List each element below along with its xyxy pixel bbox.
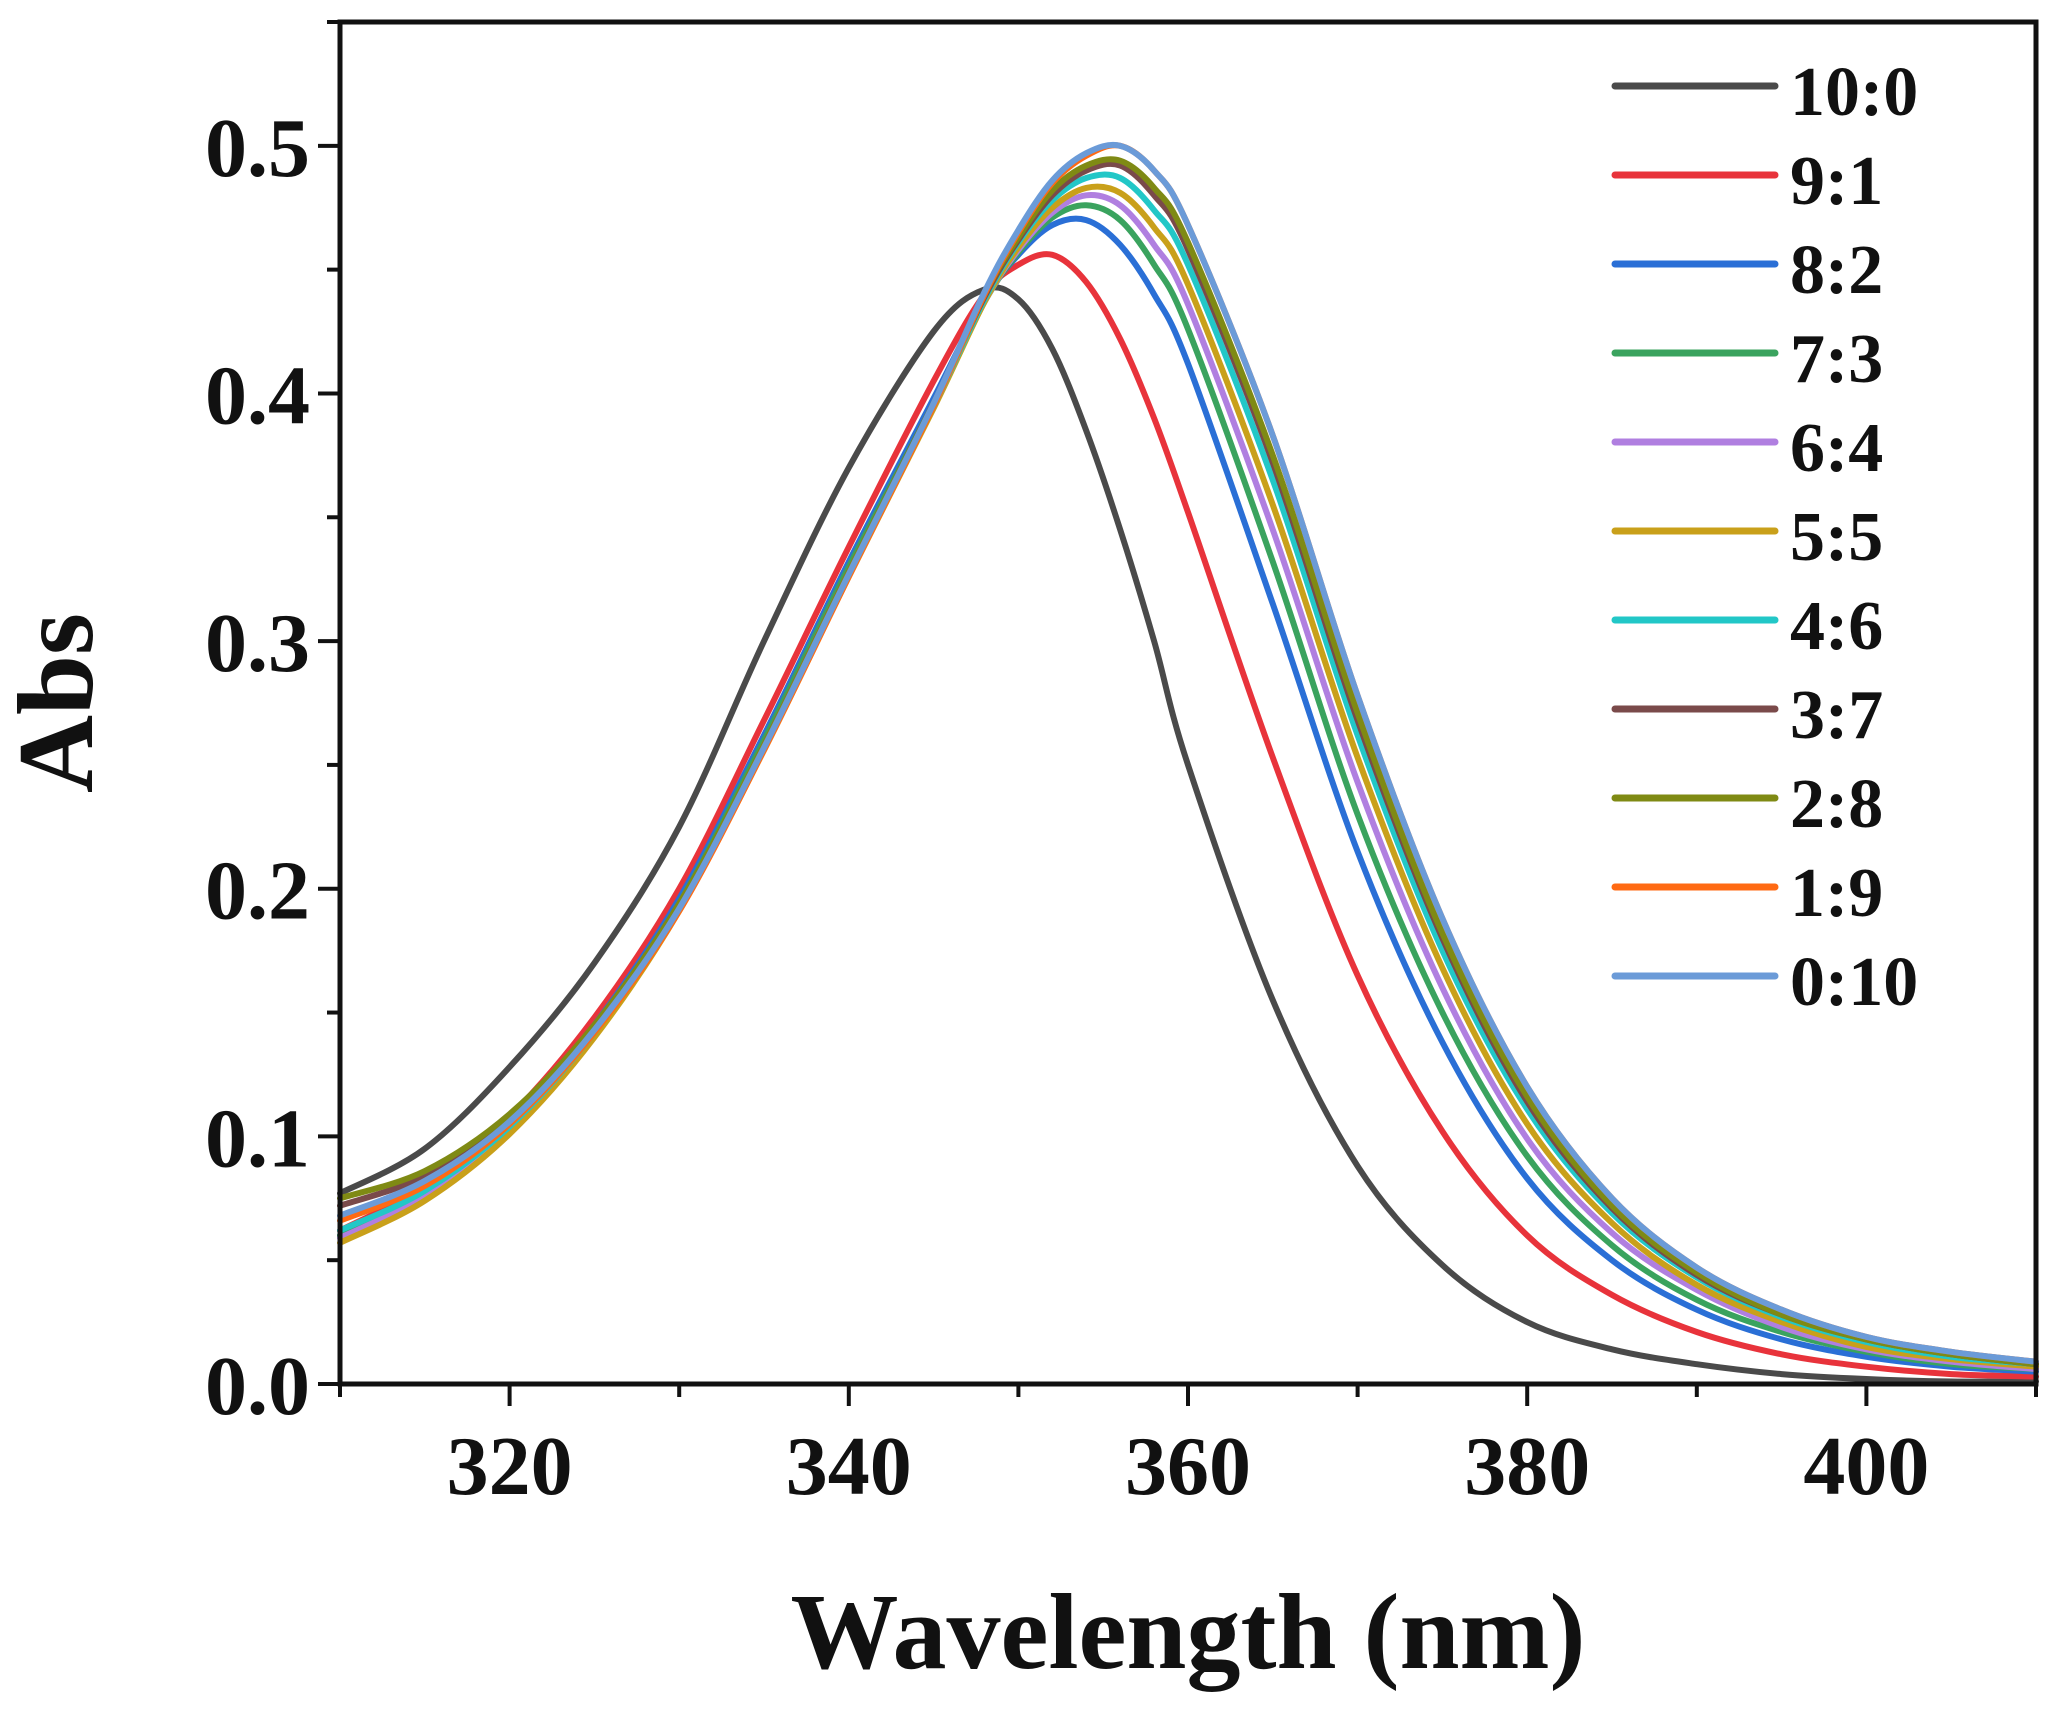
legend-label-0-10: 0:10 <box>1790 944 1918 1021</box>
legend-label-3-7: 3:7 <box>1790 677 1883 754</box>
x-tick-label: 340 <box>786 1420 912 1513</box>
legend-label-2-8: 2:8 <box>1790 766 1883 843</box>
y-axis-label: Abs <box>0 613 116 793</box>
y-tick-label: 0.3 <box>205 597 310 690</box>
series-line-9-1 <box>337 251 2039 1380</box>
y-tick-label: 0.0 <box>205 1340 310 1433</box>
y-tick-label: 0.2 <box>205 845 310 938</box>
legend-label-10-0: 10:0 <box>1790 54 1918 131</box>
series-line-10-0 <box>337 284 2039 1385</box>
x-tick-label: 320 <box>447 1420 573 1513</box>
x-tick-label: 380 <box>1464 1420 1590 1513</box>
legend-label-6-4: 6:4 <box>1790 410 1883 487</box>
y-tick-label: 0.4 <box>205 349 310 442</box>
legend-label-7-3: 7:3 <box>1790 321 1883 398</box>
legend-label-9-1: 9:1 <box>1790 143 1883 220</box>
x-tick-label: 400 <box>1803 1420 1929 1513</box>
x-tick-label: 360 <box>1125 1420 1251 1513</box>
legend-label-1-9: 1:9 <box>1790 855 1883 932</box>
legend-label-8-2: 8:2 <box>1790 232 1883 309</box>
x-axis-label: Wavelength (nm) <box>791 1573 1586 1692</box>
legend-label-4-6: 4:6 <box>1790 588 1883 665</box>
legend: 10:0 9:1 8:2 7:3 6:4 5:5 4:6 3:7 2:8 1:9 0:10 <box>1611 54 1918 1021</box>
y-tick-label: 0.1 <box>205 1092 310 1185</box>
series-line-0-10 <box>337 141 2039 1365</box>
legend-label-5-5: 5:5 <box>1790 499 1883 576</box>
y-tick-label: 0.5 <box>205 102 310 195</box>
tick-layer: 320 340 360 380 400 0.0 0.1 0.2 0.3 0.4 0.5 <box>205 20 2038 1513</box>
series-layer <box>337 141 2039 1385</box>
